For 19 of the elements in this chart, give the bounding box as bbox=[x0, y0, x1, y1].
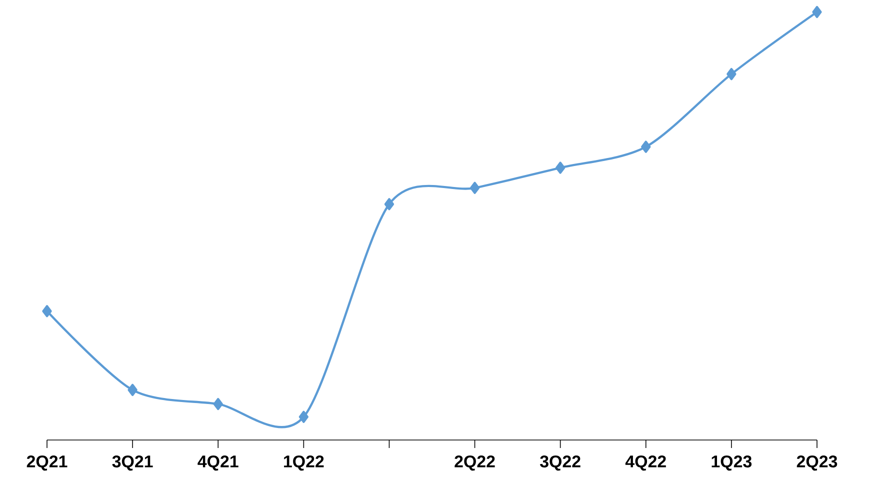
point bbox=[812, 6, 822, 18]
x-tick-label: 4Q21 bbox=[198, 455, 238, 471]
point bbox=[384, 198, 394, 210]
point bbox=[42, 305, 52, 318]
point bbox=[213, 398, 223, 410]
x-tick-label: 2Q22 bbox=[454, 455, 495, 471]
point bbox=[556, 162, 566, 174]
point bbox=[298, 410, 308, 423]
x-tick-label: 3Q21 bbox=[112, 455, 153, 471]
point bbox=[470, 182, 480, 194]
point bbox=[726, 68, 736, 80]
point bbox=[641, 140, 651, 153]
x-tick-label: 1Q23 bbox=[712, 455, 752, 471]
x-tick-label: 2Q23 bbox=[796, 455, 838, 471]
x-tick-label: 3Q22 bbox=[540, 455, 580, 471]
x-tick-label: 4Q22 bbox=[625, 455, 666, 471]
point bbox=[128, 384, 138, 396]
x-tick-label: 1Q22 bbox=[284, 455, 324, 471]
x-tick-label: 2Q21 bbox=[26, 455, 68, 471]
